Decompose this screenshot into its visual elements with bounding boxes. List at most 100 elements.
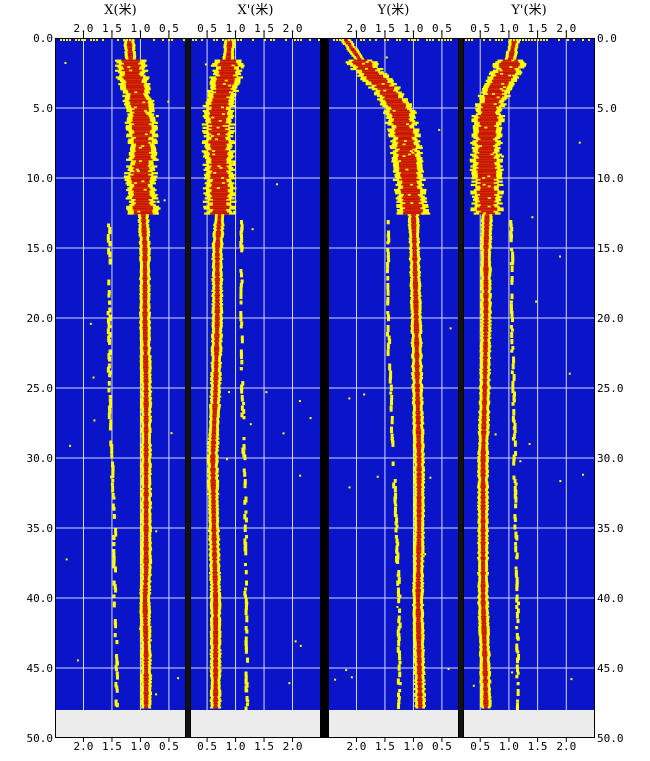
heat-cell-high	[417, 679, 423, 682]
heat-cell-high	[215, 276, 220, 279]
heat-cell-secondary	[516, 671, 520, 675]
heat-cell-high	[211, 494, 216, 497]
heat-cell-secondary	[509, 234, 513, 239]
heat-cell-high	[417, 451, 421, 454]
heat-cell-high	[416, 535, 422, 538]
heat-cell-high	[417, 662, 422, 665]
heat-cell-high	[215, 86, 232, 89]
heat-cell-high	[134, 170, 148, 173]
heat-speck	[402, 155, 406, 158]
heat-cell-high	[482, 397, 487, 400]
heat-cell-secondary	[108, 398, 112, 402]
heat-cell-high	[213, 390, 218, 393]
heat-cell-high	[214, 341, 219, 344]
depth-tick-label-left: 45.0	[27, 662, 54, 675]
heat-cell-high	[417, 674, 422, 677]
heat-speck	[559, 480, 562, 483]
heat-cell-high	[128, 89, 144, 92]
heat-cell-high	[479, 197, 496, 200]
heat-cell-high	[211, 489, 216, 492]
heat-cell-secondary	[245, 615, 249, 623]
heat-cell-secondary	[394, 514, 398, 518]
heat-cell-high	[415, 575, 421, 578]
heat-cell-high	[143, 652, 149, 655]
heat-cell-high	[127, 42, 132, 45]
heat-cell-high	[214, 358, 219, 361]
heat-cell-high	[213, 385, 218, 388]
heat-cell-secondary	[114, 531, 118, 537]
heat-cell-secondary	[511, 346, 515, 351]
heat-cell-secondary	[512, 356, 516, 364]
heat-cell-high	[143, 449, 149, 452]
heat-cell-high	[366, 76, 384, 79]
heat-cell-high	[226, 54, 231, 57]
heat-cell-high	[481, 434, 486, 437]
heat-cell-high	[483, 686, 488, 689]
heat-cell-high	[481, 555, 486, 558]
heat-cell-high	[416, 577, 421, 580]
heat-cell-secondary	[509, 237, 513, 243]
heat-speck	[216, 126, 220, 129]
heat-cell-secondary	[394, 528, 398, 533]
heat-cell-high	[143, 469, 149, 472]
heat-speck	[392, 128, 396, 131]
heat-speck	[531, 216, 534, 219]
heat-cell-high	[414, 338, 419, 341]
heat-cell-secondary	[112, 594, 116, 598]
heat-cell-secondary	[396, 587, 400, 593]
heat-cell-high	[211, 429, 217, 432]
heat-cell-high	[412, 274, 418, 277]
heat-cell-high	[210, 476, 216, 479]
heat-cell-high	[210, 469, 216, 472]
heat-cell-secondary	[510, 332, 514, 338]
heat-cell-high	[215, 291, 220, 294]
heat-speck	[240, 66, 244, 69]
heat-cell-high	[141, 232, 147, 235]
heat-cell-high	[476, 209, 498, 212]
heat-cell-high	[142, 625, 149, 628]
heat-cell-secondary	[386, 325, 390, 332]
heat-cell-high	[142, 321, 148, 324]
heat-cell-high	[212, 403, 218, 407]
heat-cell-high	[415, 398, 420, 402]
heat-cell-high	[143, 687, 149, 691]
heat-cell-secondary	[386, 349, 390, 357]
heat-cell-high	[217, 64, 239, 67]
heat-cell-secondary	[394, 503, 398, 507]
heat-speck	[384, 73, 388, 76]
heat-cell-high	[402, 187, 418, 190]
heat-cell-secondary	[242, 437, 246, 441]
heat-cell-secondary	[244, 510, 248, 514]
heat-cell-high	[485, 99, 500, 103]
heat-cell-high	[483, 274, 489, 277]
heat-cell-high	[415, 412, 421, 415]
heat-cell-high	[215, 284, 220, 287]
heat-cell-high	[416, 632, 421, 635]
heat-cell-high	[134, 123, 149, 126]
heat-cell-high	[213, 402, 217, 405]
heat-cell-secondary	[395, 524, 399, 528]
heat-cell-high	[132, 207, 154, 210]
heat-cell-high	[215, 316, 220, 319]
heat-cell-high	[143, 368, 149, 371]
heat-cell-secondary	[387, 258, 391, 263]
heat-cell-high	[483, 331, 488, 334]
heat-cell-high	[417, 471, 421, 474]
heat-cell-high	[416, 445, 422, 449]
heat-cell-secondary	[108, 339, 112, 345]
heat-speck	[494, 433, 497, 436]
heat-cell-high	[143, 254, 147, 257]
heat-cell-high	[478, 162, 495, 165]
heat-cell-high	[133, 115, 149, 118]
heat-cell-high	[483, 682, 488, 686]
x-tick-label-top: 0.5	[197, 22, 217, 35]
heat-cell-high	[481, 526, 486, 529]
heat-cell-secondary	[511, 388, 515, 394]
heat-cell-high	[481, 125, 495, 128]
heat-cell-high	[415, 402, 421, 405]
heat-cell-high	[416, 625, 422, 628]
heat-cell-high	[141, 215, 146, 218]
heat-cell-high	[212, 585, 218, 588]
heat-cell-high	[213, 375, 218, 378]
heat-cell-high	[417, 692, 423, 696]
